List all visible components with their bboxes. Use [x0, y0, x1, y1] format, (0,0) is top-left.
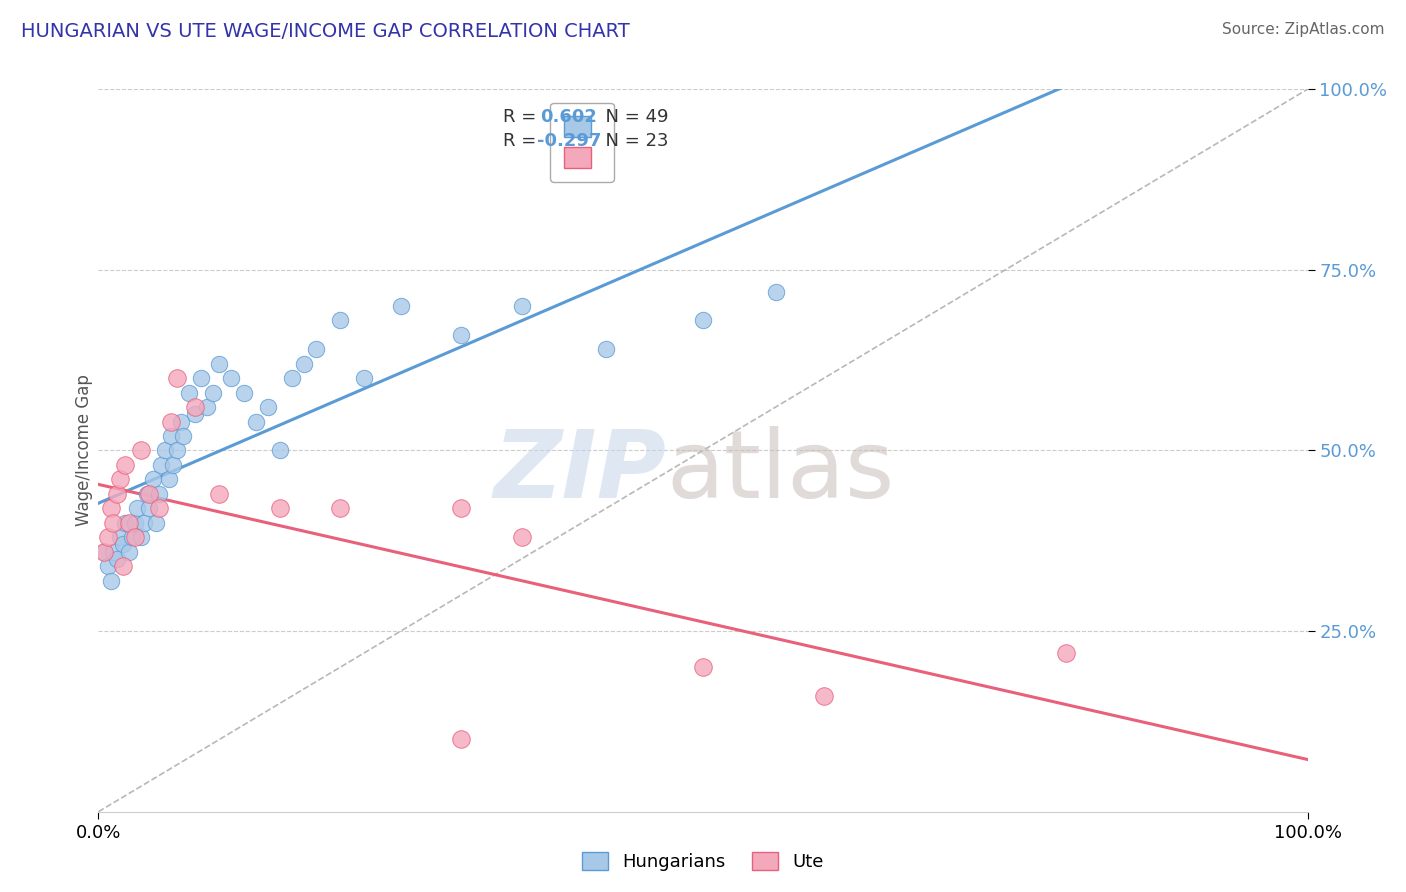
Point — [450, 732, 472, 747]
Text: -0.297: -0.297 — [537, 132, 602, 150]
Point — [166, 371, 188, 385]
Point — [179, 385, 201, 400]
Point — [172, 429, 194, 443]
Point — [510, 530, 533, 544]
Y-axis label: Wage/Income Gap: Wage/Income Gap — [75, 375, 93, 526]
Point — [108, 530, 131, 544]
Point — [97, 559, 120, 574]
Point — [269, 501, 291, 516]
Point — [105, 487, 128, 501]
Point — [142, 472, 165, 486]
Point — [114, 516, 136, 530]
Point — [245, 415, 267, 429]
Text: HUNGARIAN VS UTE WAGE/INCOME GAP CORRELATION CHART: HUNGARIAN VS UTE WAGE/INCOME GAP CORRELA… — [21, 22, 630, 41]
Point — [510, 299, 533, 313]
Point — [153, 443, 176, 458]
Point — [100, 574, 122, 588]
Legend: , : , — [550, 103, 614, 182]
Point — [118, 544, 141, 558]
Point — [208, 357, 231, 371]
Point — [329, 501, 352, 516]
Text: R =: R = — [503, 108, 548, 126]
Point — [138, 487, 160, 501]
Point — [148, 487, 170, 501]
Point — [169, 415, 191, 429]
Point — [202, 385, 225, 400]
Point — [145, 516, 167, 530]
Point — [813, 689, 835, 703]
Point — [450, 327, 472, 342]
Legend: Hungarians, Ute: Hungarians, Ute — [575, 845, 831, 879]
Text: N = 49: N = 49 — [595, 108, 669, 126]
Point — [162, 458, 184, 472]
Point — [184, 407, 207, 421]
Point — [111, 537, 134, 551]
Point — [256, 400, 278, 414]
Point — [160, 429, 183, 443]
Point — [160, 415, 183, 429]
Point — [124, 530, 146, 544]
Point — [101, 516, 124, 530]
Text: Source: ZipAtlas.com: Source: ZipAtlas.com — [1222, 22, 1385, 37]
Point — [353, 371, 375, 385]
Point — [93, 544, 115, 558]
Point — [105, 551, 128, 566]
Point — [127, 501, 149, 516]
Point — [138, 501, 160, 516]
Point — [190, 371, 212, 385]
Point — [135, 487, 157, 501]
Point — [281, 371, 304, 385]
Point — [232, 385, 254, 400]
Point — [208, 487, 231, 501]
Point — [121, 530, 143, 544]
Point — [114, 458, 136, 472]
Point — [292, 357, 315, 371]
Point — [765, 285, 787, 299]
Text: ZIP: ZIP — [494, 426, 666, 518]
Point — [97, 530, 120, 544]
Point — [93, 544, 115, 558]
Point — [450, 501, 472, 516]
Point — [305, 343, 328, 357]
Point — [100, 501, 122, 516]
Point — [129, 530, 152, 544]
Point — [118, 516, 141, 530]
Point — [692, 313, 714, 327]
Text: 0.602: 0.602 — [540, 108, 596, 126]
Point — [329, 313, 352, 327]
Point — [184, 400, 207, 414]
Point — [692, 660, 714, 674]
Point — [101, 544, 124, 558]
Point — [129, 443, 152, 458]
Text: N = 23: N = 23 — [595, 132, 669, 150]
Point — [111, 559, 134, 574]
Point — [157, 472, 180, 486]
Text: R =: R = — [503, 132, 548, 150]
Point — [108, 472, 131, 486]
Point — [389, 299, 412, 313]
Point — [150, 458, 173, 472]
Point — [148, 501, 170, 516]
Point — [166, 443, 188, 458]
Text: atlas: atlas — [666, 426, 896, 518]
Point — [269, 443, 291, 458]
Point — [221, 371, 243, 385]
Point — [124, 516, 146, 530]
Point — [134, 516, 156, 530]
Point — [595, 343, 617, 357]
Point — [1054, 646, 1077, 660]
Point — [195, 400, 218, 414]
